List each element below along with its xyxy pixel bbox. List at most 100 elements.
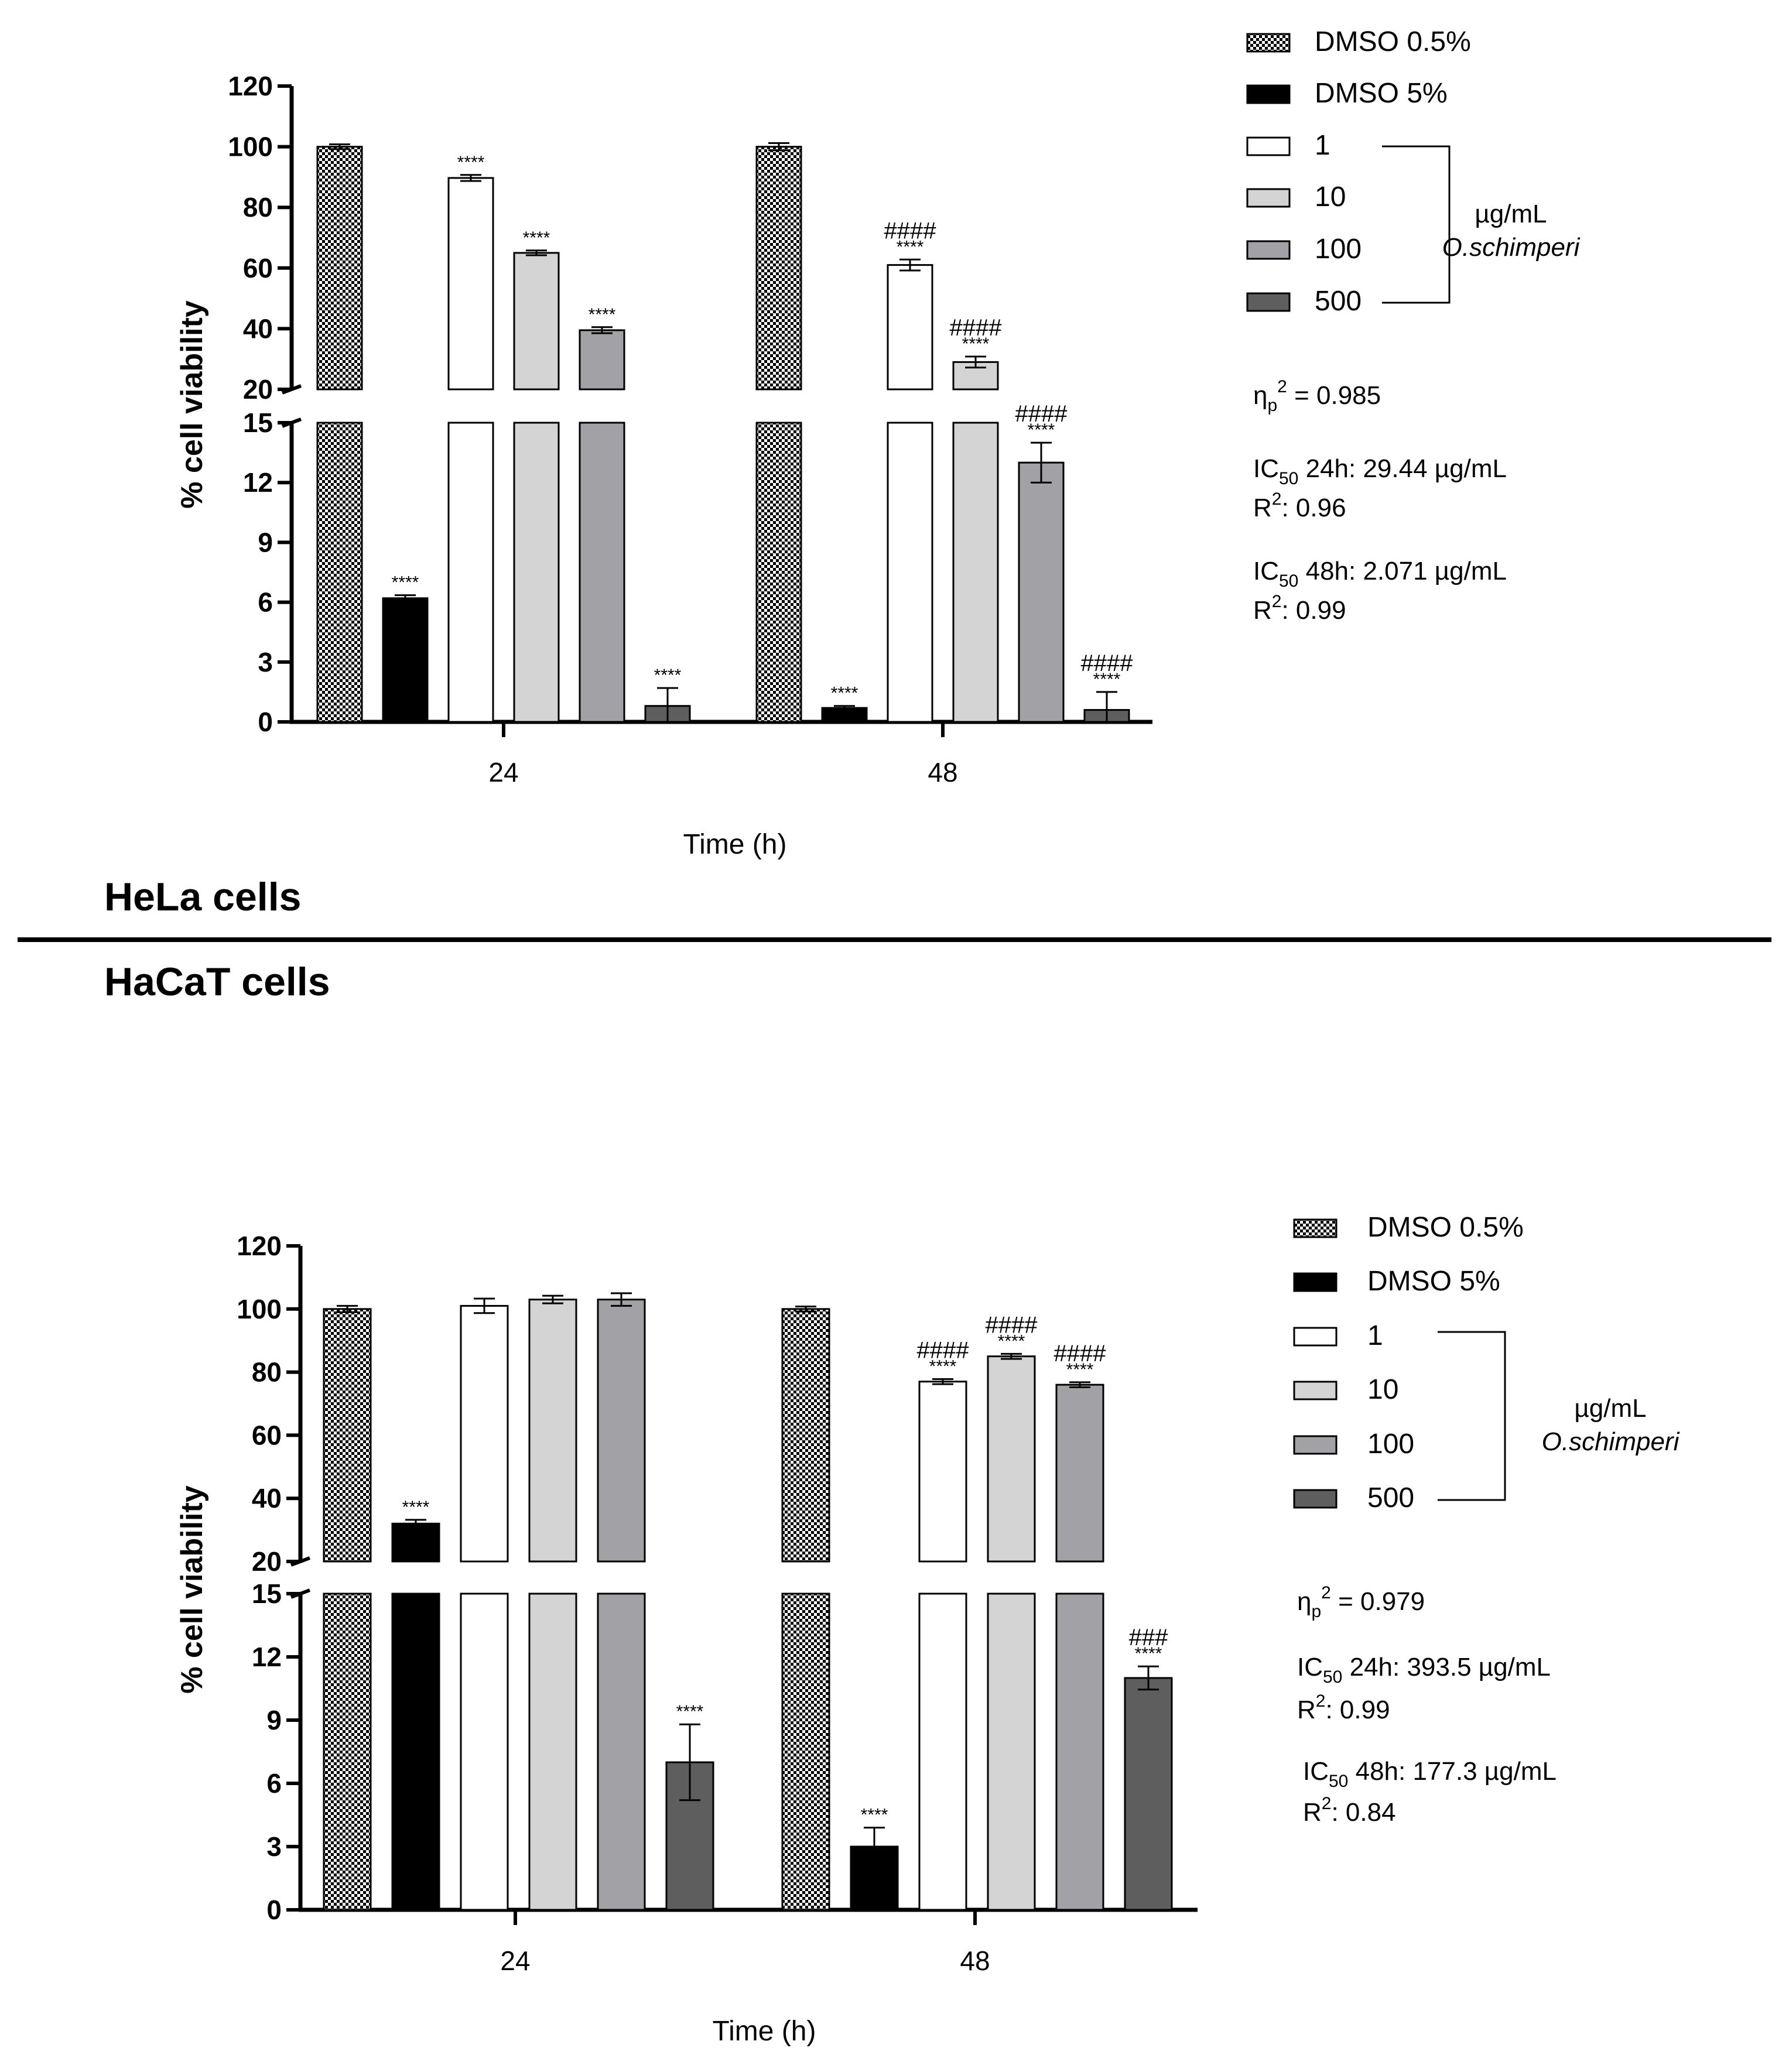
hela-stats: ηp2 = 0.985 IC50 24h: 29.44 µg/mL R2: 0.… xyxy=(1253,377,1507,625)
bar xyxy=(460,1592,509,1911)
significance-stars: **** xyxy=(861,1806,888,1825)
legend-swatch-dmso-0-5 xyxy=(1293,1218,1338,1238)
bar xyxy=(1055,1592,1104,1911)
legend-label: DMSO 0.5% xyxy=(1315,26,1471,57)
hela-title: HeLa cells xyxy=(104,875,301,919)
legend-label: 10 xyxy=(1315,181,1346,213)
significance-stars: **** xyxy=(929,1357,957,1376)
r-squared-48h: R2: 0.99 xyxy=(1253,592,1346,625)
significance-stars: **** xyxy=(392,573,419,593)
eta-squared: ηp2 = 0.979 xyxy=(1297,1583,1425,1621)
significance-stars: **** xyxy=(589,305,616,324)
significance-hashes: #### xyxy=(986,1312,1038,1338)
significance-hashes: #### xyxy=(1054,1341,1107,1367)
y-tick-label: 0 xyxy=(266,1895,282,1925)
legend-label: DMSO 0.5% xyxy=(1367,1212,1524,1243)
hacat-title: HaCaT cells xyxy=(104,960,330,1004)
bar xyxy=(1055,1383,1104,1563)
y-tick-label: 9 xyxy=(266,1705,282,1735)
y-tick-label: 6 xyxy=(258,587,273,618)
legend-bracket xyxy=(1438,1331,1506,1501)
y-tick-label: 60 xyxy=(252,1420,282,1450)
significance-hashes: #### xyxy=(917,1337,970,1363)
significance-stars: **** xyxy=(1135,1644,1162,1663)
bar xyxy=(391,1592,440,1911)
legend-label: DMSO 5% xyxy=(1367,1266,1500,1297)
bar xyxy=(952,422,999,723)
y-tick-label: 15 xyxy=(243,407,273,438)
bar xyxy=(391,1522,440,1563)
y-tick-label: 40 xyxy=(243,313,273,344)
y-tick-label: 12 xyxy=(243,467,273,498)
legend-swatch-500 xyxy=(1246,292,1291,312)
y-tick-label: 120 xyxy=(237,1231,282,1261)
legend-label: 10 xyxy=(1367,1374,1398,1405)
y-tick-label: 80 xyxy=(252,1357,282,1388)
significance-stars: **** xyxy=(523,228,550,248)
y-tick-label: 9 xyxy=(258,527,273,557)
legend-label: 500 xyxy=(1367,1482,1414,1513)
legend-swatch-1 xyxy=(1246,136,1291,156)
legend-swatch-100 xyxy=(1293,1435,1338,1455)
legend-swatch-500 xyxy=(1293,1489,1338,1509)
y-tick-label: 60 xyxy=(243,253,273,283)
bar xyxy=(918,1592,967,1911)
significance-stars: **** xyxy=(897,237,924,256)
bar xyxy=(316,422,363,723)
significance-hashes: #### xyxy=(1081,650,1134,676)
significance-stars: **** xyxy=(998,1331,1025,1351)
bar xyxy=(513,422,560,723)
legend-label: 100 xyxy=(1367,1429,1414,1460)
x-tick-label: 24 xyxy=(488,757,518,787)
bar xyxy=(528,1299,577,1563)
significance-stars: **** xyxy=(1028,420,1055,440)
panel-divider: HeLa cells HaCaT cells xyxy=(18,875,1771,1004)
legend-label: DMSO 5% xyxy=(1315,78,1448,109)
significance-hashes: #### xyxy=(1015,401,1068,427)
legend-swatch-1 xyxy=(1293,1327,1338,1347)
legend-swatch-10 xyxy=(1246,188,1291,208)
legend-swatch-dmso-5 xyxy=(1293,1272,1338,1292)
legend-swatch-10 xyxy=(1293,1381,1338,1400)
ic50-24h: IC50 24h: 29.44 µg/mL xyxy=(1253,454,1507,488)
y-tick-label: 120 xyxy=(228,71,273,101)
bar xyxy=(513,252,560,391)
significance-stars: **** xyxy=(1093,670,1121,689)
significance-marks: ************#### ****####****####********… xyxy=(402,1312,1168,1824)
bar xyxy=(447,177,494,391)
legend-label: 1 xyxy=(1367,1320,1383,1351)
y-tick-label: 12 xyxy=(252,1642,282,1672)
legend-bracket xyxy=(1382,145,1451,304)
hacat-legend: DMSO 0.5% DMSO 5% 1 10 100 500 µg/mL O.s… xyxy=(1293,1212,1680,1513)
x-axis-label: Time (h) xyxy=(683,829,787,860)
bar xyxy=(755,146,802,391)
legend-species: O.schimperi xyxy=(1542,1427,1680,1456)
ic50-48h: IC50 48h: 2.071 µg/mL xyxy=(1253,557,1507,591)
r-squared-24h: R2: 0.99 xyxy=(1297,1691,1390,1724)
bar xyxy=(382,597,429,723)
significance-stars: **** xyxy=(457,153,485,172)
y-tick-label: 40 xyxy=(252,1483,282,1513)
significance-stars: **** xyxy=(1066,1360,1094,1379)
bar xyxy=(755,422,802,723)
significance-stars: **** xyxy=(676,1702,704,1721)
bar xyxy=(528,1592,577,1911)
y-tick-label: 80 xyxy=(243,192,273,222)
y-tick-label: 100 xyxy=(237,1294,282,1324)
x-tick-label: 48 xyxy=(928,757,957,787)
bar xyxy=(918,1381,967,1563)
bar xyxy=(323,1592,372,1911)
significance-hashes: ### xyxy=(1129,1625,1168,1650)
legend-swatch-dmso-5 xyxy=(1246,84,1291,104)
y-axis-label: % cell viability xyxy=(175,300,209,509)
bar xyxy=(1018,461,1065,723)
y-tick-label: 20 xyxy=(252,1546,282,1577)
ic50-24h: IC50 24h: 393.5 µg/mL xyxy=(1297,1653,1551,1687)
y-tick-label: 3 xyxy=(258,647,273,677)
x-tick-label: 48 xyxy=(960,1946,990,1976)
